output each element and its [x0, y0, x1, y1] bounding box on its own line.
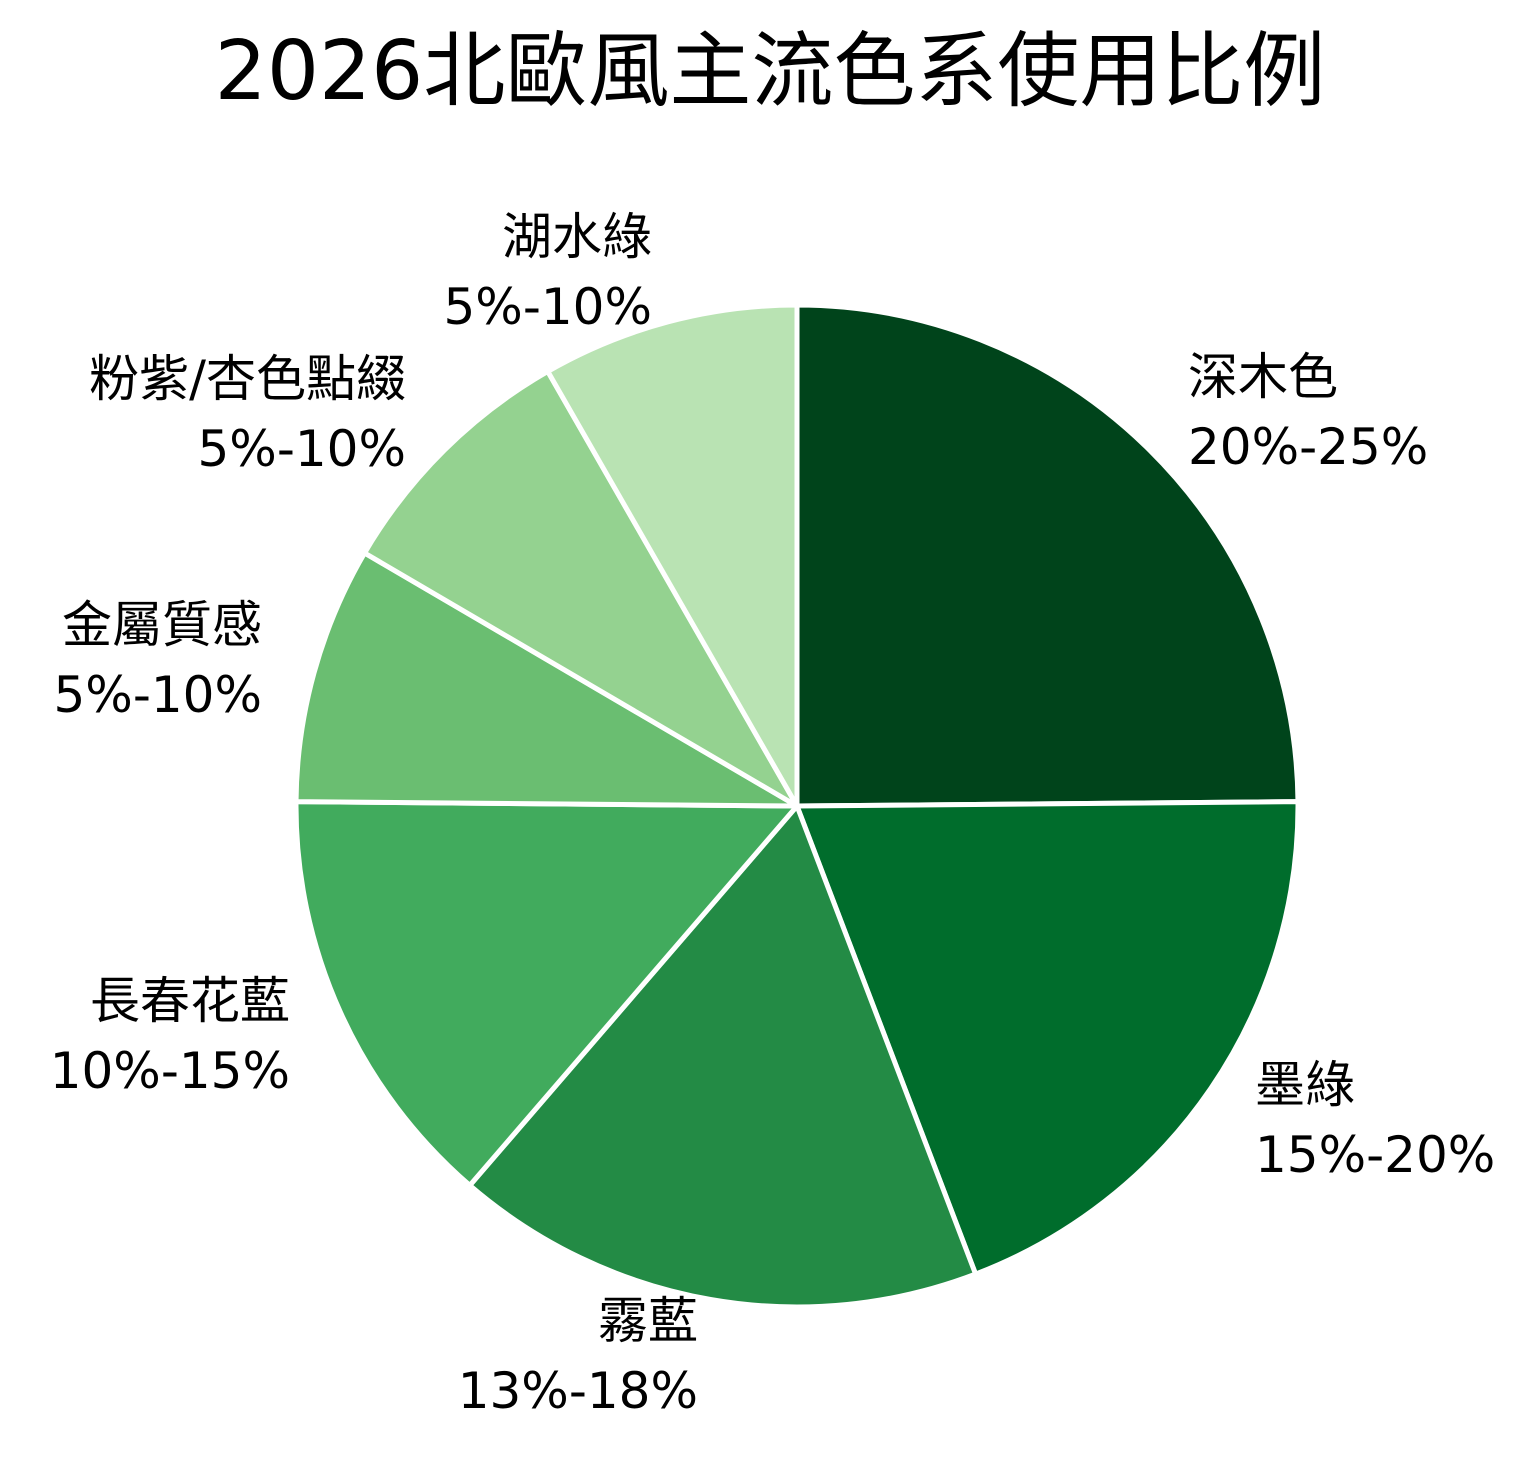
label-percent: 13%-18%: [457, 1362, 698, 1420]
slice-label-metallic: 金屬質感 5%-10%: [54, 590, 263, 730]
label-percent: 5%-10%: [197, 420, 407, 478]
pie-slice: [467, 803, 979, 1310]
slice-label-pink-purple-apricot: 粉紫/杏色點綴 5%-10%: [89, 344, 406, 484]
pie-slice: [293, 550, 800, 809]
label-name: 霧藍: [598, 1292, 698, 1350]
slice-label-deep-wood: 深木色 20%-25%: [1188, 342, 1428, 482]
label-name: 長春花藍: [90, 972, 290, 1030]
label-name: 墨綠: [1255, 1056, 1355, 1114]
label-percent: 5%-10%: [53, 666, 263, 724]
slice-label-lake-green: 湖水綠 5%-10%: [444, 202, 653, 342]
label-name: 粉紫/杏色點綴: [89, 350, 406, 408]
slice-label-periwinkle: 長春花藍 10%-15%: [50, 966, 290, 1106]
label-name: 湖水綠: [502, 208, 652, 266]
pie-slice: [545, 302, 800, 809]
label-percent: 5%-10%: [443, 278, 653, 336]
pie-slice: [794, 302, 1301, 809]
pie-slice: [794, 799, 1301, 1277]
label-percent: 20%-25%: [1188, 418, 1429, 476]
chart-title: 2026北歐風主流色系使用比例: [214, 24, 1326, 119]
pie-slice: [293, 799, 800, 1188]
label-percent: 10%-15%: [49, 1042, 290, 1100]
pie-slice: [362, 368, 800, 809]
slice-label-mist-blue: 霧藍 13%-18%: [458, 1286, 698, 1426]
label-name: 深木色: [1188, 348, 1338, 406]
label-name: 金屬質感: [62, 596, 262, 654]
label-percent: 15%-20%: [1255, 1126, 1496, 1184]
slice-label-ink-green: 墨綠 15%-20%: [1255, 1050, 1495, 1190]
